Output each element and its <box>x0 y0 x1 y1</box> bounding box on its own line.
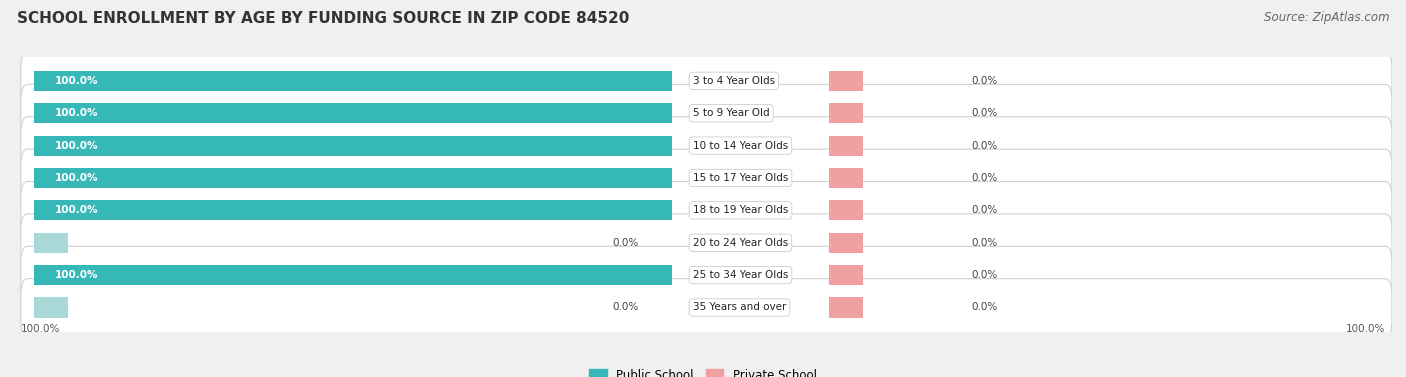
FancyBboxPatch shape <box>21 279 1392 336</box>
Legend: Public School, Private School: Public School, Private School <box>585 364 821 377</box>
Text: 0.0%: 0.0% <box>972 173 997 183</box>
Text: 0.0%: 0.0% <box>972 141 997 150</box>
Text: 100.0%: 100.0% <box>55 173 98 183</box>
Bar <box>34 297 69 317</box>
Text: 5 to 9 Year Old: 5 to 9 Year Old <box>693 108 769 118</box>
Text: 15 to 17 Year Olds: 15 to 17 Year Olds <box>693 173 789 183</box>
Text: 100.0%: 100.0% <box>55 270 98 280</box>
Bar <box>828 136 862 156</box>
Text: Source: ZipAtlas.com: Source: ZipAtlas.com <box>1264 11 1389 24</box>
FancyBboxPatch shape <box>21 182 1392 239</box>
FancyBboxPatch shape <box>21 117 1392 175</box>
Text: 100.0%: 100.0% <box>55 141 98 150</box>
Bar <box>34 136 672 156</box>
Bar <box>34 200 672 221</box>
Bar <box>34 103 672 123</box>
Text: 0.0%: 0.0% <box>612 238 638 248</box>
Text: 0.0%: 0.0% <box>972 270 997 280</box>
Text: 3 to 4 Year Olds: 3 to 4 Year Olds <box>693 76 775 86</box>
Bar <box>828 168 862 188</box>
Text: 0.0%: 0.0% <box>972 76 997 86</box>
Bar <box>34 233 69 253</box>
FancyBboxPatch shape <box>21 84 1392 142</box>
Text: 10 to 14 Year Olds: 10 to 14 Year Olds <box>693 141 789 150</box>
Text: 35 Years and over: 35 Years and over <box>693 302 786 313</box>
Bar <box>828 233 862 253</box>
Bar <box>34 168 672 188</box>
Bar <box>34 71 672 91</box>
Text: 100.0%: 100.0% <box>55 76 98 86</box>
Text: 0.0%: 0.0% <box>972 205 997 215</box>
Bar <box>828 265 862 285</box>
Text: 18 to 19 Year Olds: 18 to 19 Year Olds <box>693 205 789 215</box>
Text: 0.0%: 0.0% <box>972 302 997 313</box>
Text: 0.0%: 0.0% <box>972 238 997 248</box>
FancyBboxPatch shape <box>21 214 1392 271</box>
Bar <box>828 71 862 91</box>
Text: 25 to 34 Year Olds: 25 to 34 Year Olds <box>693 270 789 280</box>
Text: SCHOOL ENROLLMENT BY AGE BY FUNDING SOURCE IN ZIP CODE 84520: SCHOOL ENROLLMENT BY AGE BY FUNDING SOUR… <box>17 11 630 26</box>
Text: 100.0%: 100.0% <box>55 108 98 118</box>
Bar <box>34 265 672 285</box>
Text: 100.0%: 100.0% <box>1346 325 1385 334</box>
Bar <box>828 103 862 123</box>
FancyBboxPatch shape <box>21 52 1392 110</box>
Bar <box>828 200 862 221</box>
FancyBboxPatch shape <box>21 246 1392 304</box>
Text: 100.0%: 100.0% <box>21 325 60 334</box>
Text: 20 to 24 Year Olds: 20 to 24 Year Olds <box>693 238 789 248</box>
Text: 0.0%: 0.0% <box>612 302 638 313</box>
Text: 100.0%: 100.0% <box>55 205 98 215</box>
Text: 0.0%: 0.0% <box>972 108 997 118</box>
FancyBboxPatch shape <box>21 149 1392 207</box>
Bar <box>828 297 862 317</box>
